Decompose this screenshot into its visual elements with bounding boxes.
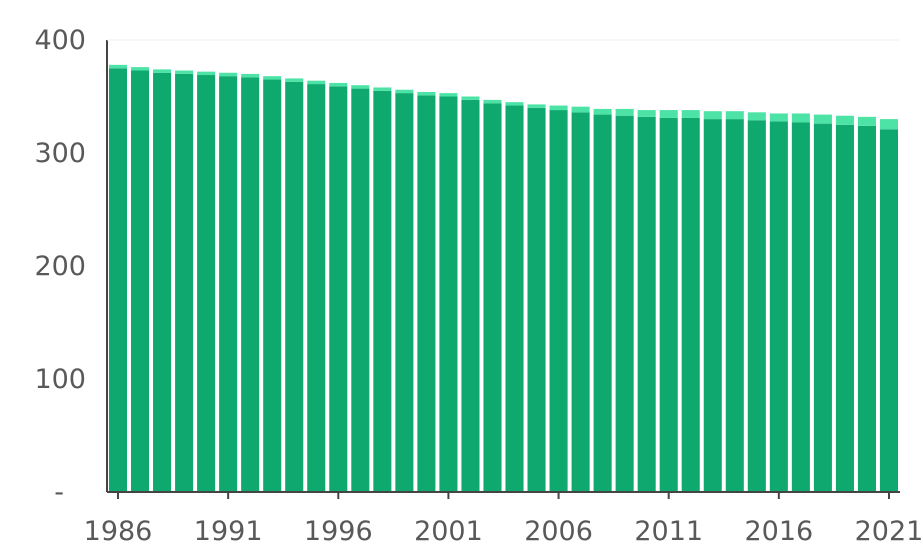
bar-2018-segment-0 [813,123,832,493]
bar-2021-segment-0 [879,129,899,492]
y-tick-label-0: - [54,477,64,508]
bar-2008-segment-0 [593,114,612,492]
bar-2015-segment-1 [747,112,766,121]
bar-2008-segment-1 [593,108,612,115]
bar-2005-segment-0 [527,107,546,493]
y-tick-label-100: 100 [34,364,86,395]
bar-2015-segment-0 [747,120,766,492]
bar-1995-segment-1 [307,80,326,85]
bar-2016-segment-1 [769,113,788,122]
x-tick-label-2016: 2016 [744,516,813,547]
bar-1986-segment-0 [108,68,128,492]
bar-1996-segment-1 [329,82,348,87]
bar-2017-segment-0 [791,122,810,493]
bar-2012-segment-0 [681,117,700,492]
bar-2006-segment-1 [549,105,568,111]
bar-1987-segment-0 [131,70,150,492]
bar-2020-segment-0 [857,125,876,492]
bar-1991-segment-0 [219,76,238,492]
bar-1996-segment-0 [329,86,348,492]
bar-2017-segment-1 [791,113,810,123]
bars-group [108,64,899,493]
bar-1997-segment-1 [351,85,370,89]
bar-2000-segment-0 [417,95,436,493]
bar-1993-segment-0 [263,79,282,493]
x-tick-label-1991: 1991 [194,516,263,547]
bar-2004-segment-0 [505,105,524,492]
bar-2018-segment-1 [813,114,832,124]
y-tick-label-400: 400 [34,25,86,56]
x-tick-label-2011: 2011 [634,516,703,547]
bar-1998-segment-0 [373,90,392,492]
bar-2010-segment-1 [637,110,656,117]
bar-1986-segment-1 [108,64,128,69]
bar-1990-segment-0 [197,75,216,492]
bar-1992-segment-1 [241,73,260,78]
bar-2011-segment-1 [659,110,678,118]
bar-1991-segment-1 [219,72,238,77]
bar-1998-segment-1 [373,87,392,91]
x-ticks-group: 1986 1991 1996 2001 2006 2011 2016 2021 [84,492,923,547]
bar-2019-segment-1 [835,115,854,125]
x-tick-label-1996: 1996 [304,516,373,547]
bar-2003-segment-1 [483,99,502,104]
bar-2014-segment-1 [725,111,744,120]
bar-1992-segment-0 [241,77,260,492]
bar-2021-segment-1 [879,119,899,130]
bar-2002-segment-0 [461,99,480,492]
bar-1999-segment-0 [395,93,414,493]
bar-2004-segment-1 [505,102,524,106]
bar-2001-segment-0 [439,96,458,492]
bar-1997-segment-0 [351,88,370,492]
y-tick-label-200: 200 [34,251,86,282]
x-tick-label-2006: 2006 [524,516,593,547]
bar-2013-segment-0 [703,119,722,492]
bar-2010-segment-0 [637,116,656,492]
bar-1990-segment-1 [197,71,216,76]
bar-1994-segment-0 [285,81,304,492]
bar-2006-segment-0 [549,110,568,492]
bar-2002-segment-1 [461,96,480,100]
bar-2009-segment-1 [615,108,634,116]
bar-2012-segment-1 [681,110,700,118]
bar-1989-segment-0 [175,73,194,493]
y-tick-label-300: 300 [34,138,86,169]
bar-2013-segment-1 [703,111,722,120]
bar-2014-segment-0 [725,119,744,492]
bar-1988-segment-1 [153,69,172,73]
x-tick-label-2001: 2001 [414,516,483,547]
bar-1987-segment-1 [131,67,150,71]
bar-1989-segment-1 [175,70,194,74]
bar-2020-segment-1 [857,116,876,126]
bar-2003-segment-0 [483,103,502,492]
x-tick-label-2021: 2021 [855,516,923,547]
bar-2019-segment-0 [835,124,854,492]
bar-2000-segment-1 [417,91,436,96]
bar-1995-segment-0 [307,84,326,492]
bar-1994-segment-1 [285,78,304,82]
bar-2007-segment-1 [571,106,590,113]
bar-1988-segment-0 [153,72,172,493]
bar-2011-segment-0 [659,117,678,492]
bar-2016-segment-0 [769,121,788,493]
bar-2001-segment-1 [439,93,458,97]
y-ticks-group: - 100 200 300 400 [34,25,86,508]
bar-2009-segment-0 [615,115,634,493]
bar-2005-segment-1 [527,104,546,108]
bar-1999-segment-1 [395,89,414,94]
x-tick-label-1986: 1986 [84,516,153,547]
bar-1993-segment-1 [263,76,282,80]
bar-2007-segment-0 [571,112,590,492]
